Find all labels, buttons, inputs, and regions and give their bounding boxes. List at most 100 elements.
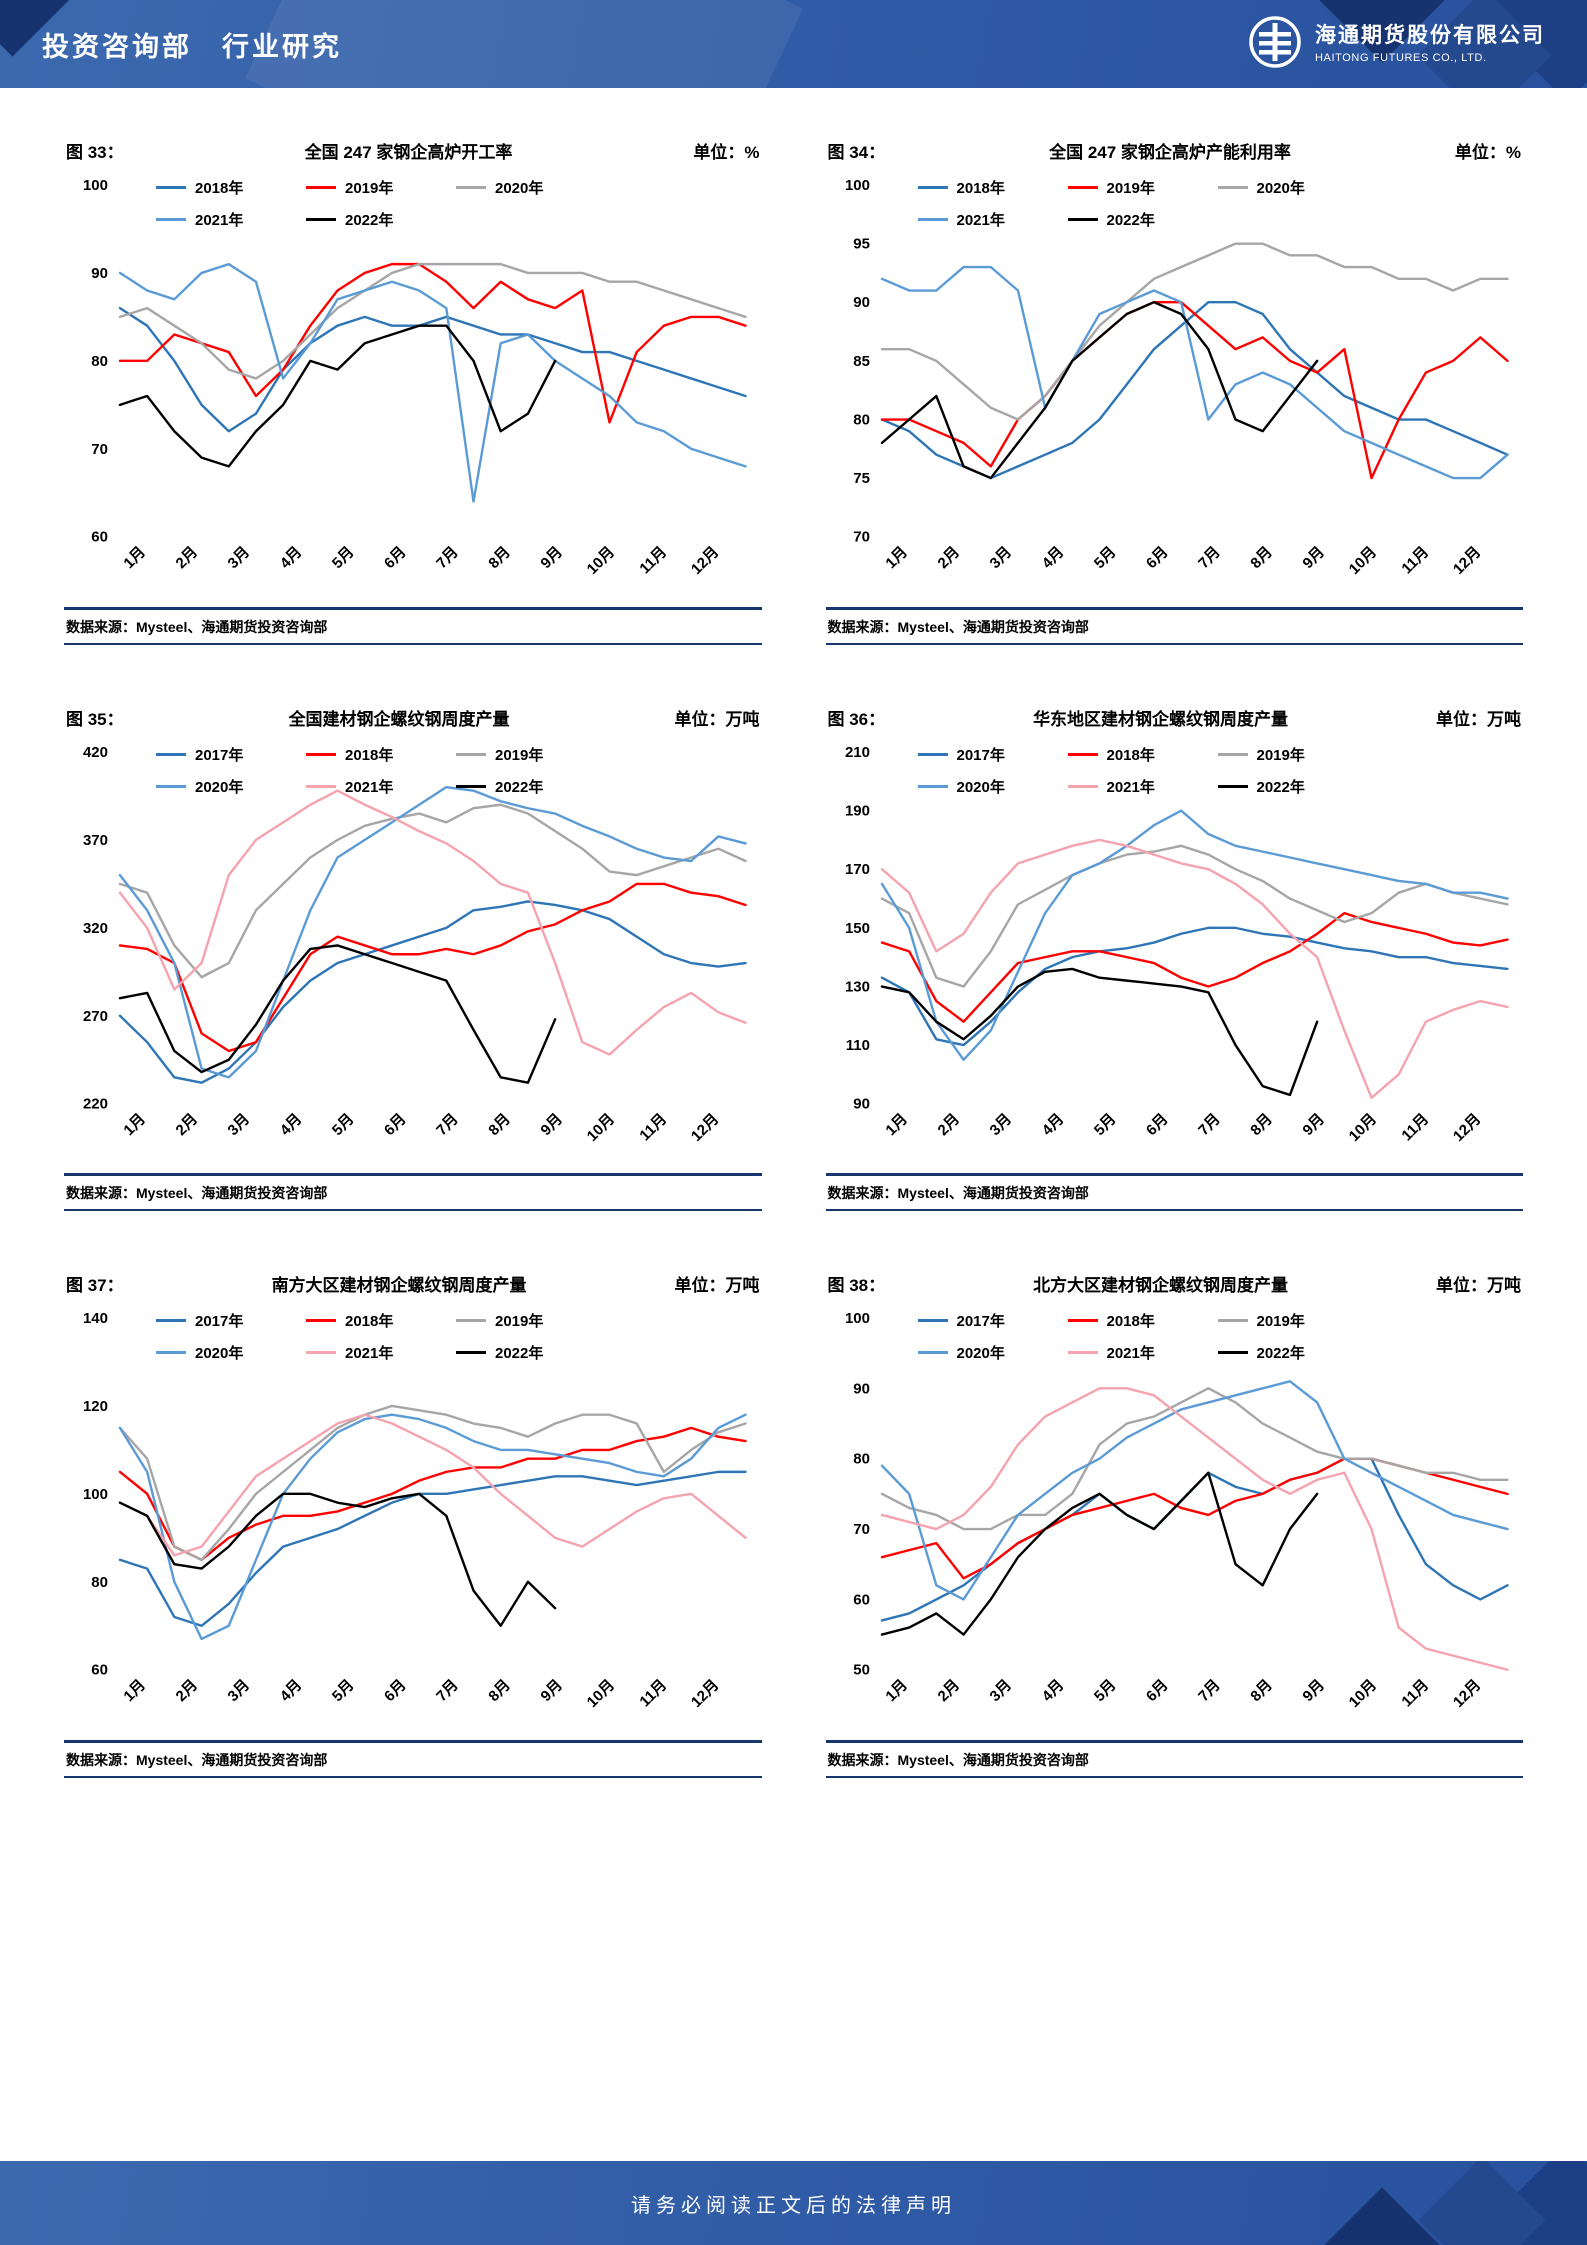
series-line-2020年 bbox=[880, 1380, 1509, 1601]
series-line-2018年 bbox=[880, 911, 1509, 1023]
x-axis-tick: 11月 bbox=[1398, 544, 1432, 578]
x-axis-tick: 9月 bbox=[1299, 1110, 1327, 1138]
x-axis-tick: 10月 bbox=[584, 544, 618, 578]
y-axis-tick: 80 bbox=[91, 1574, 108, 1591]
series-line-2017年 bbox=[118, 899, 747, 1084]
series-line-2017年 bbox=[880, 1457, 1509, 1623]
legend-item-2017年: 2017年 bbox=[917, 1310, 1068, 1331]
legend-item-2019年: 2019年 bbox=[456, 744, 606, 765]
x-axis-tick: 4月 bbox=[277, 544, 305, 572]
x-axis-tick: 12月 bbox=[1449, 1677, 1483, 1711]
legend-swatch bbox=[156, 186, 186, 189]
chart-legend: 2017年 2018年 2019年 2020年 2021年 2022年 bbox=[917, 1310, 1388, 1374]
legend-swatch bbox=[1067, 186, 1098, 189]
y-axis-tick: 90 bbox=[853, 1095, 870, 1112]
x-axis-tick: 1月 bbox=[882, 1110, 910, 1138]
figure-36-block: 图 36： 华东地区建材钢企螺纹钢周度产量 单位：万吨 90 110 130 150 1… bbox=[825, 705, 1524, 1212]
x-axis-tick: 5月 bbox=[329, 544, 357, 572]
x-axis-tick: 1月 bbox=[120, 544, 148, 572]
series-line-2021年 bbox=[880, 265, 1509, 480]
figure-label: 图 35： bbox=[66, 709, 124, 729]
legend-label: 2019年 bbox=[1256, 746, 1305, 764]
chart-legend: 2017年 2018年 2019年 2020年 2021年 2022年 bbox=[156, 744, 626, 808]
figure-unit: 单位：万吨 bbox=[1436, 709, 1521, 729]
legend-swatch bbox=[456, 752, 486, 756]
legend-label: 2019年 bbox=[495, 746, 544, 764]
x-axis-tick: 11月 bbox=[636, 1677, 670, 1711]
legend-label: 2018年 bbox=[1106, 1313, 1155, 1331]
legend-item-2020年: 2020年 bbox=[456, 177, 606, 198]
legend-label: 2021年 bbox=[956, 212, 1005, 229]
x-axis-tick: 10月 bbox=[1345, 1677, 1379, 1711]
y-axis-tick: 220 bbox=[83, 1095, 108, 1112]
x-axis-tick: 6月 bbox=[381, 1110, 409, 1138]
y-axis-tick: 370 bbox=[83, 832, 108, 849]
legend-item-2022年: 2022年 bbox=[1067, 209, 1218, 230]
x-axis-tick: 5月 bbox=[329, 1677, 357, 1705]
figure-heading: 图 33： 全国 247 家钢企高炉开工率 单位：% bbox=[64, 138, 762, 163]
y-axis-tick: 420 bbox=[83, 744, 108, 761]
series-line-2019年 bbox=[118, 1405, 747, 1562]
page-header: 投资咨询部 行业研究 海通期货股份有限公司 HAITONG FUTURES CO… bbox=[0, 0, 1587, 88]
legend-swatch bbox=[1067, 752, 1098, 756]
x-axis-tick: 5月 bbox=[1090, 1677, 1118, 1705]
legend-swatch bbox=[156, 218, 186, 221]
series-line-2020年 bbox=[118, 785, 747, 1079]
chart-svg: 220 270 320 370 420 1月 2月 3月 4月 5月 6月 7月 8月 9月 10月 11月 1… bbox=[83, 744, 747, 1145]
x-axis-tick: 11月 bbox=[636, 544, 670, 578]
y-axis-tick: 90 bbox=[853, 1381, 870, 1398]
footer-diamond-decoration bbox=[1418, 2161, 1546, 2245]
chart-svg: 50 60 70 80 90 100 1月 2月 3月 4月 5月 6月 7月 8月 9月 10月 11月 12月 bbox=[844, 1310, 1509, 1711]
series-line-2021年 bbox=[118, 1413, 747, 1557]
figure-title: 全国 247 家钢企高炉开工率 bbox=[304, 143, 513, 162]
x-axis-tick: 9月 bbox=[1299, 1677, 1327, 1705]
data-source-text: 数据来源：Mysteel、海通期货投资咨询部 bbox=[827, 618, 1089, 635]
series-line-2021年 bbox=[118, 789, 747, 1056]
y-axis-tick: 100 bbox=[83, 1486, 108, 1503]
x-axis-tick: 4月 bbox=[1038, 1677, 1066, 1705]
data-source: 数据来源：Mysteel、海通期货投资咨询部 bbox=[825, 1173, 1523, 1212]
x-axis-tick: 12月 bbox=[688, 544, 722, 578]
legend-swatch bbox=[456, 1319, 486, 1323]
legend-item-2020年: 2020年 bbox=[156, 776, 306, 797]
data-source: 数据来源：Mysteel、海通期货投资咨询部 bbox=[64, 1173, 762, 1212]
figure-35-block: 图 35： 全国建材钢企螺纹钢周度产量 单位：万吨 220 270 320 370 42… bbox=[64, 705, 762, 1212]
x-axis-tick: 9月 bbox=[537, 544, 565, 572]
x-axis-tick: 1月 bbox=[120, 1110, 148, 1138]
legend-item-2021年: 2021年 bbox=[156, 209, 306, 230]
legend-label: 2022年 bbox=[1256, 1345, 1305, 1363]
x-axis-tick: 9月 bbox=[537, 1677, 565, 1705]
legend-item-2020年: 2020年 bbox=[156, 1342, 306, 1363]
x-axis-tick: 8月 bbox=[485, 1677, 513, 1705]
figure-label: 图 37： bbox=[66, 1276, 124, 1296]
y-axis-tick: 190 bbox=[844, 802, 869, 819]
legend-label: 2021年 bbox=[1106, 778, 1155, 796]
series-line-2017年 bbox=[880, 926, 1509, 1046]
legend-item-2019年: 2019年 bbox=[1217, 1310, 1368, 1331]
y-axis-tick: 320 bbox=[83, 920, 108, 937]
legend-label: 2019年 bbox=[345, 180, 394, 197]
legend-swatch bbox=[306, 218, 336, 221]
page-footer: 请务必阅读正文后的法律声明 bbox=[0, 2161, 1587, 2245]
y-axis-tick: 140 bbox=[83, 1310, 108, 1327]
legend-item-2019年: 2019年 bbox=[1067, 177, 1218, 198]
legal-notice: 请务必阅读正文后的法律声明 bbox=[631, 2194, 956, 2217]
x-axis-tick: 8月 bbox=[485, 544, 513, 572]
legend-item-2022年: 2022年 bbox=[456, 776, 606, 797]
legend-item-2018年: 2018年 bbox=[156, 177, 306, 198]
series-line-2021年 bbox=[118, 262, 747, 503]
legend-swatch bbox=[456, 784, 486, 788]
figure-heading: 图 37： 南方大区建材钢企螺纹钢周度产量 单位：万吨 bbox=[64, 1271, 762, 1296]
x-axis-tick: 11月 bbox=[636, 1110, 670, 1144]
legend-swatch bbox=[156, 784, 186, 788]
figure-37-block: 图 37： 南方大区建材钢企螺纹钢周度产量 单位：万吨 60 80 100 120 14… bbox=[64, 1271, 762, 1779]
figure-label: 图 34： bbox=[827, 143, 886, 162]
chart-canvas: 90 110 130 150 170 190 210 1月 2月 3月 4月 5月 6月 7月 8月 9月 10… bbox=[826, 736, 1524, 1166]
legend-swatch bbox=[306, 186, 336, 189]
y-axis-tick: 60 bbox=[853, 1592, 870, 1609]
series-line-2022年 bbox=[880, 967, 1318, 1096]
y-axis-tick: 90 bbox=[91, 265, 108, 282]
legend-swatch bbox=[306, 752, 336, 756]
chart-canvas: 70 75 80 85 90 95 100 1月 2月 3月 4月 5月 6月 7月 8月 9月 10月 11月 1… bbox=[826, 169, 1524, 599]
company-name-cn: 海通期货股份有限公司 bbox=[1315, 24, 1545, 48]
